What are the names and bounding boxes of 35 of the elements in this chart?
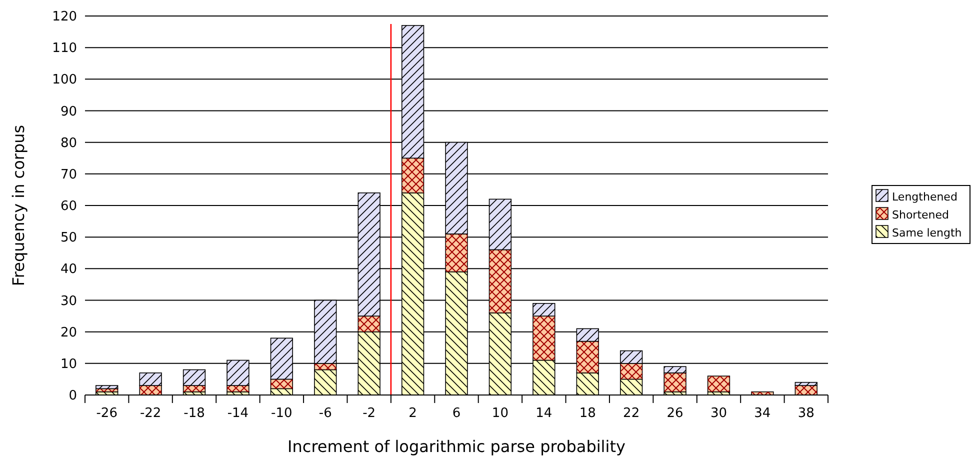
x-tick-label: 6: [452, 406, 461, 421]
x-tick-label: -6: [318, 406, 332, 421]
y-tick-label: 90: [60, 104, 77, 120]
legend-label: Same length: [892, 226, 962, 240]
x-tick-label: 18: [579, 406, 596, 421]
x-tick-label: -10: [271, 406, 292, 421]
x-tick-label: -18: [184, 406, 205, 421]
y-tick-label: 100: [52, 72, 77, 88]
legend-label: Lengthened: [892, 190, 958, 204]
y-tick-label: 70: [60, 167, 77, 182]
x-tick-label: 22: [623, 406, 640, 421]
x-tick-label: 14: [536, 406, 552, 421]
x-tick-label: 30: [710, 406, 728, 421]
x-tick-label: 2: [408, 406, 417, 421]
y-tick-label: 60: [60, 199, 77, 214]
y-tick-label: 10: [60, 356, 77, 372]
x-tick-label: 26: [666, 406, 684, 421]
y-tick-label: 0: [68, 388, 77, 404]
x-tick-label: 10: [492, 406, 508, 421]
y-tick-label: 120: [52, 10, 77, 24]
x-tick-label: -22: [140, 406, 162, 421]
x-tick-label: -14: [227, 406, 249, 421]
y-tick-label: 110: [52, 41, 77, 56]
y-tick-label: 40: [60, 262, 77, 278]
y-tick-label: 80: [60, 136, 77, 151]
y-axis-title: Frequency in corpus: [9, 124, 28, 286]
y-tick-label: 20: [60, 325, 77, 340]
y-tick-label: 30: [60, 294, 77, 309]
x-axis-title: Increment of logarithmic parse probability: [288, 437, 626, 456]
x-tick-label: -26: [96, 406, 118, 421]
y-tick-label: 50: [60, 230, 77, 246]
x-tick-label: 34: [754, 406, 771, 421]
x-tick-label: 38: [798, 406, 814, 421]
x-tick-label: -2: [362, 406, 376, 421]
legend-label: Shortened: [892, 208, 950, 222]
